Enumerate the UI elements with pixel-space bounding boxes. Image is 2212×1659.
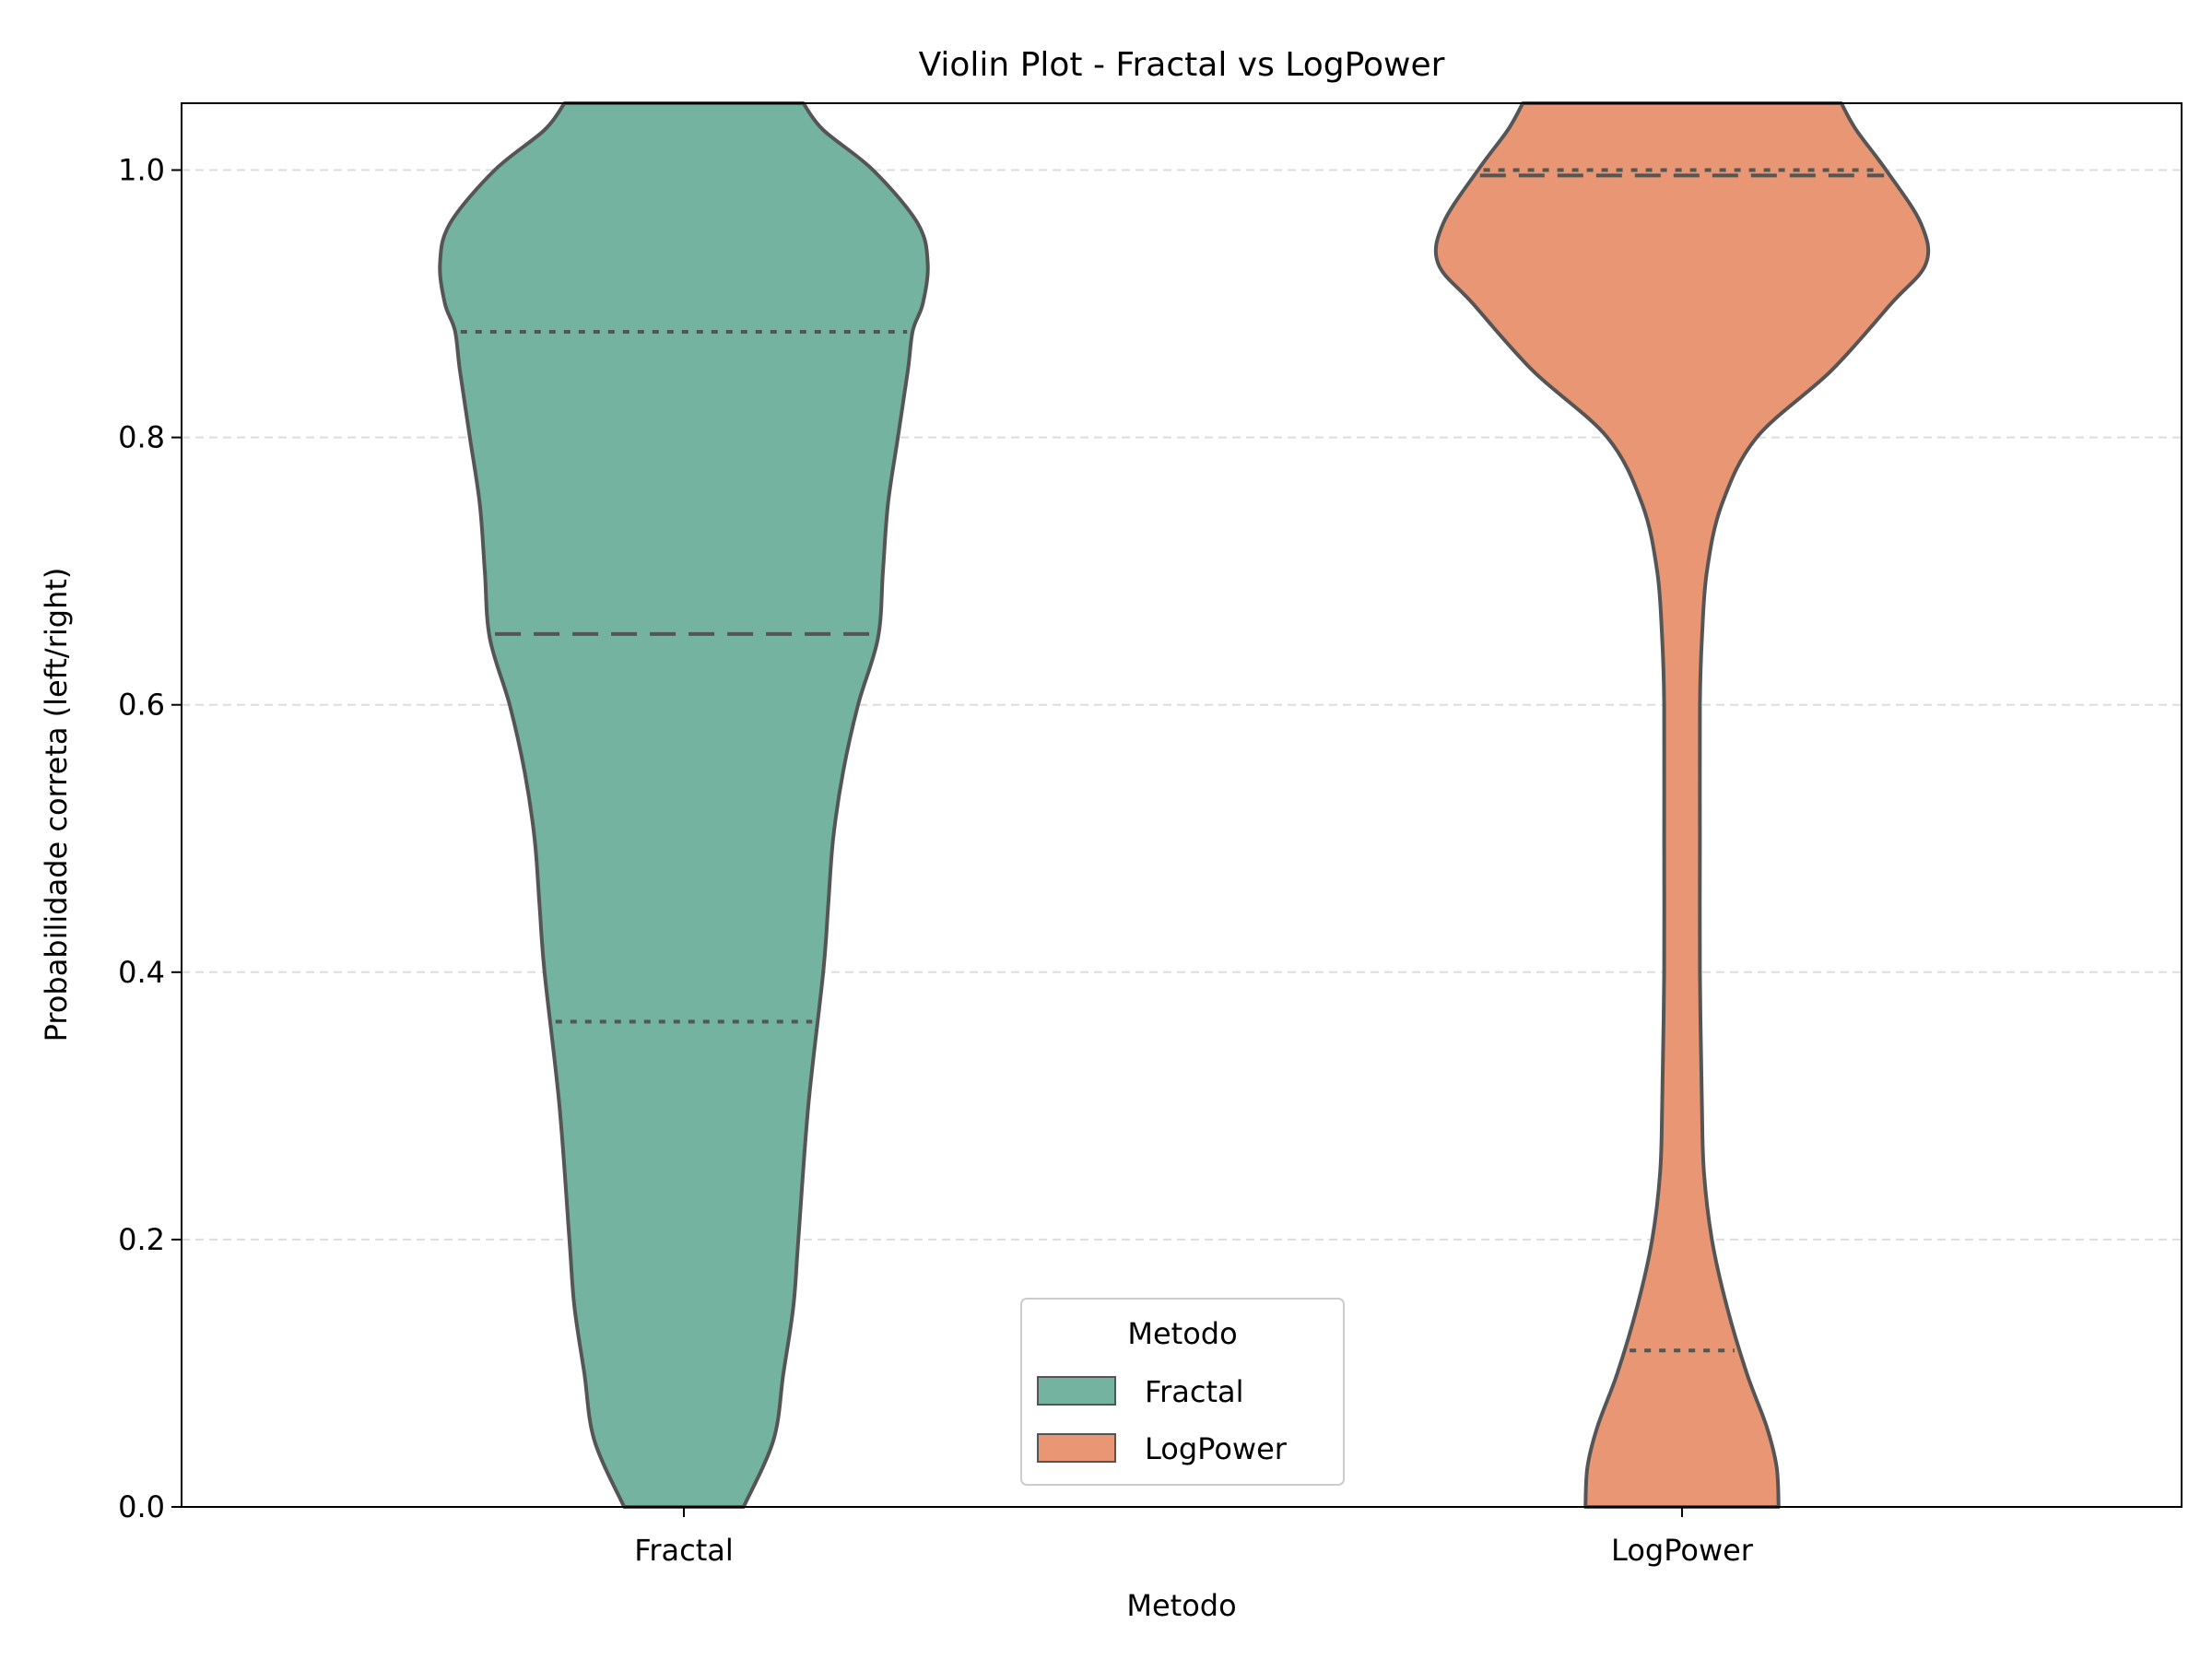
y-tick-label: 0.4 (118, 955, 165, 990)
legend-swatch-fractal (1037, 1376, 1116, 1406)
x-axis-label: Metodo (1126, 1588, 1236, 1623)
x-tick-label: Fractal (634, 1533, 733, 1568)
legend-label-fractal: Fractal (1145, 1374, 1243, 1409)
x-axis-ticks: Fractal LogPower (634, 1507, 1754, 1568)
y-tick-label: 0.8 (118, 420, 165, 455)
y-tick-label: 0.6 (118, 688, 165, 723)
legend: Metodo Fractal LogPower (1020, 1298, 1345, 1486)
violins (438, 101, 1931, 1509)
x-tick-label: LogPower (1611, 1533, 1754, 1568)
legend-label-logpower: LogPower (1145, 1431, 1288, 1466)
legend-title: Metodo (1127, 1316, 1237, 1351)
y-axis-ticks: 0.0 0.2 0.4 0.6 0.8 1.0 (118, 153, 182, 1524)
chart-title: Violin Plot - Fractal vs LogPower (919, 46, 1445, 84)
y-tick-label: 0.2 (118, 1222, 165, 1257)
legend-swatch-logpower (1037, 1433, 1116, 1463)
plot-area-frame (181, 102, 2183, 1508)
violin-body-fractal (438, 101, 930, 1509)
y-tick-label: 1.0 (118, 153, 165, 188)
y-axis-label: Probabilidade correta (left/right) (39, 568, 74, 1042)
violin-body-logpower (1433, 101, 1931, 1509)
y-tick-label: 0.0 (118, 1489, 165, 1524)
